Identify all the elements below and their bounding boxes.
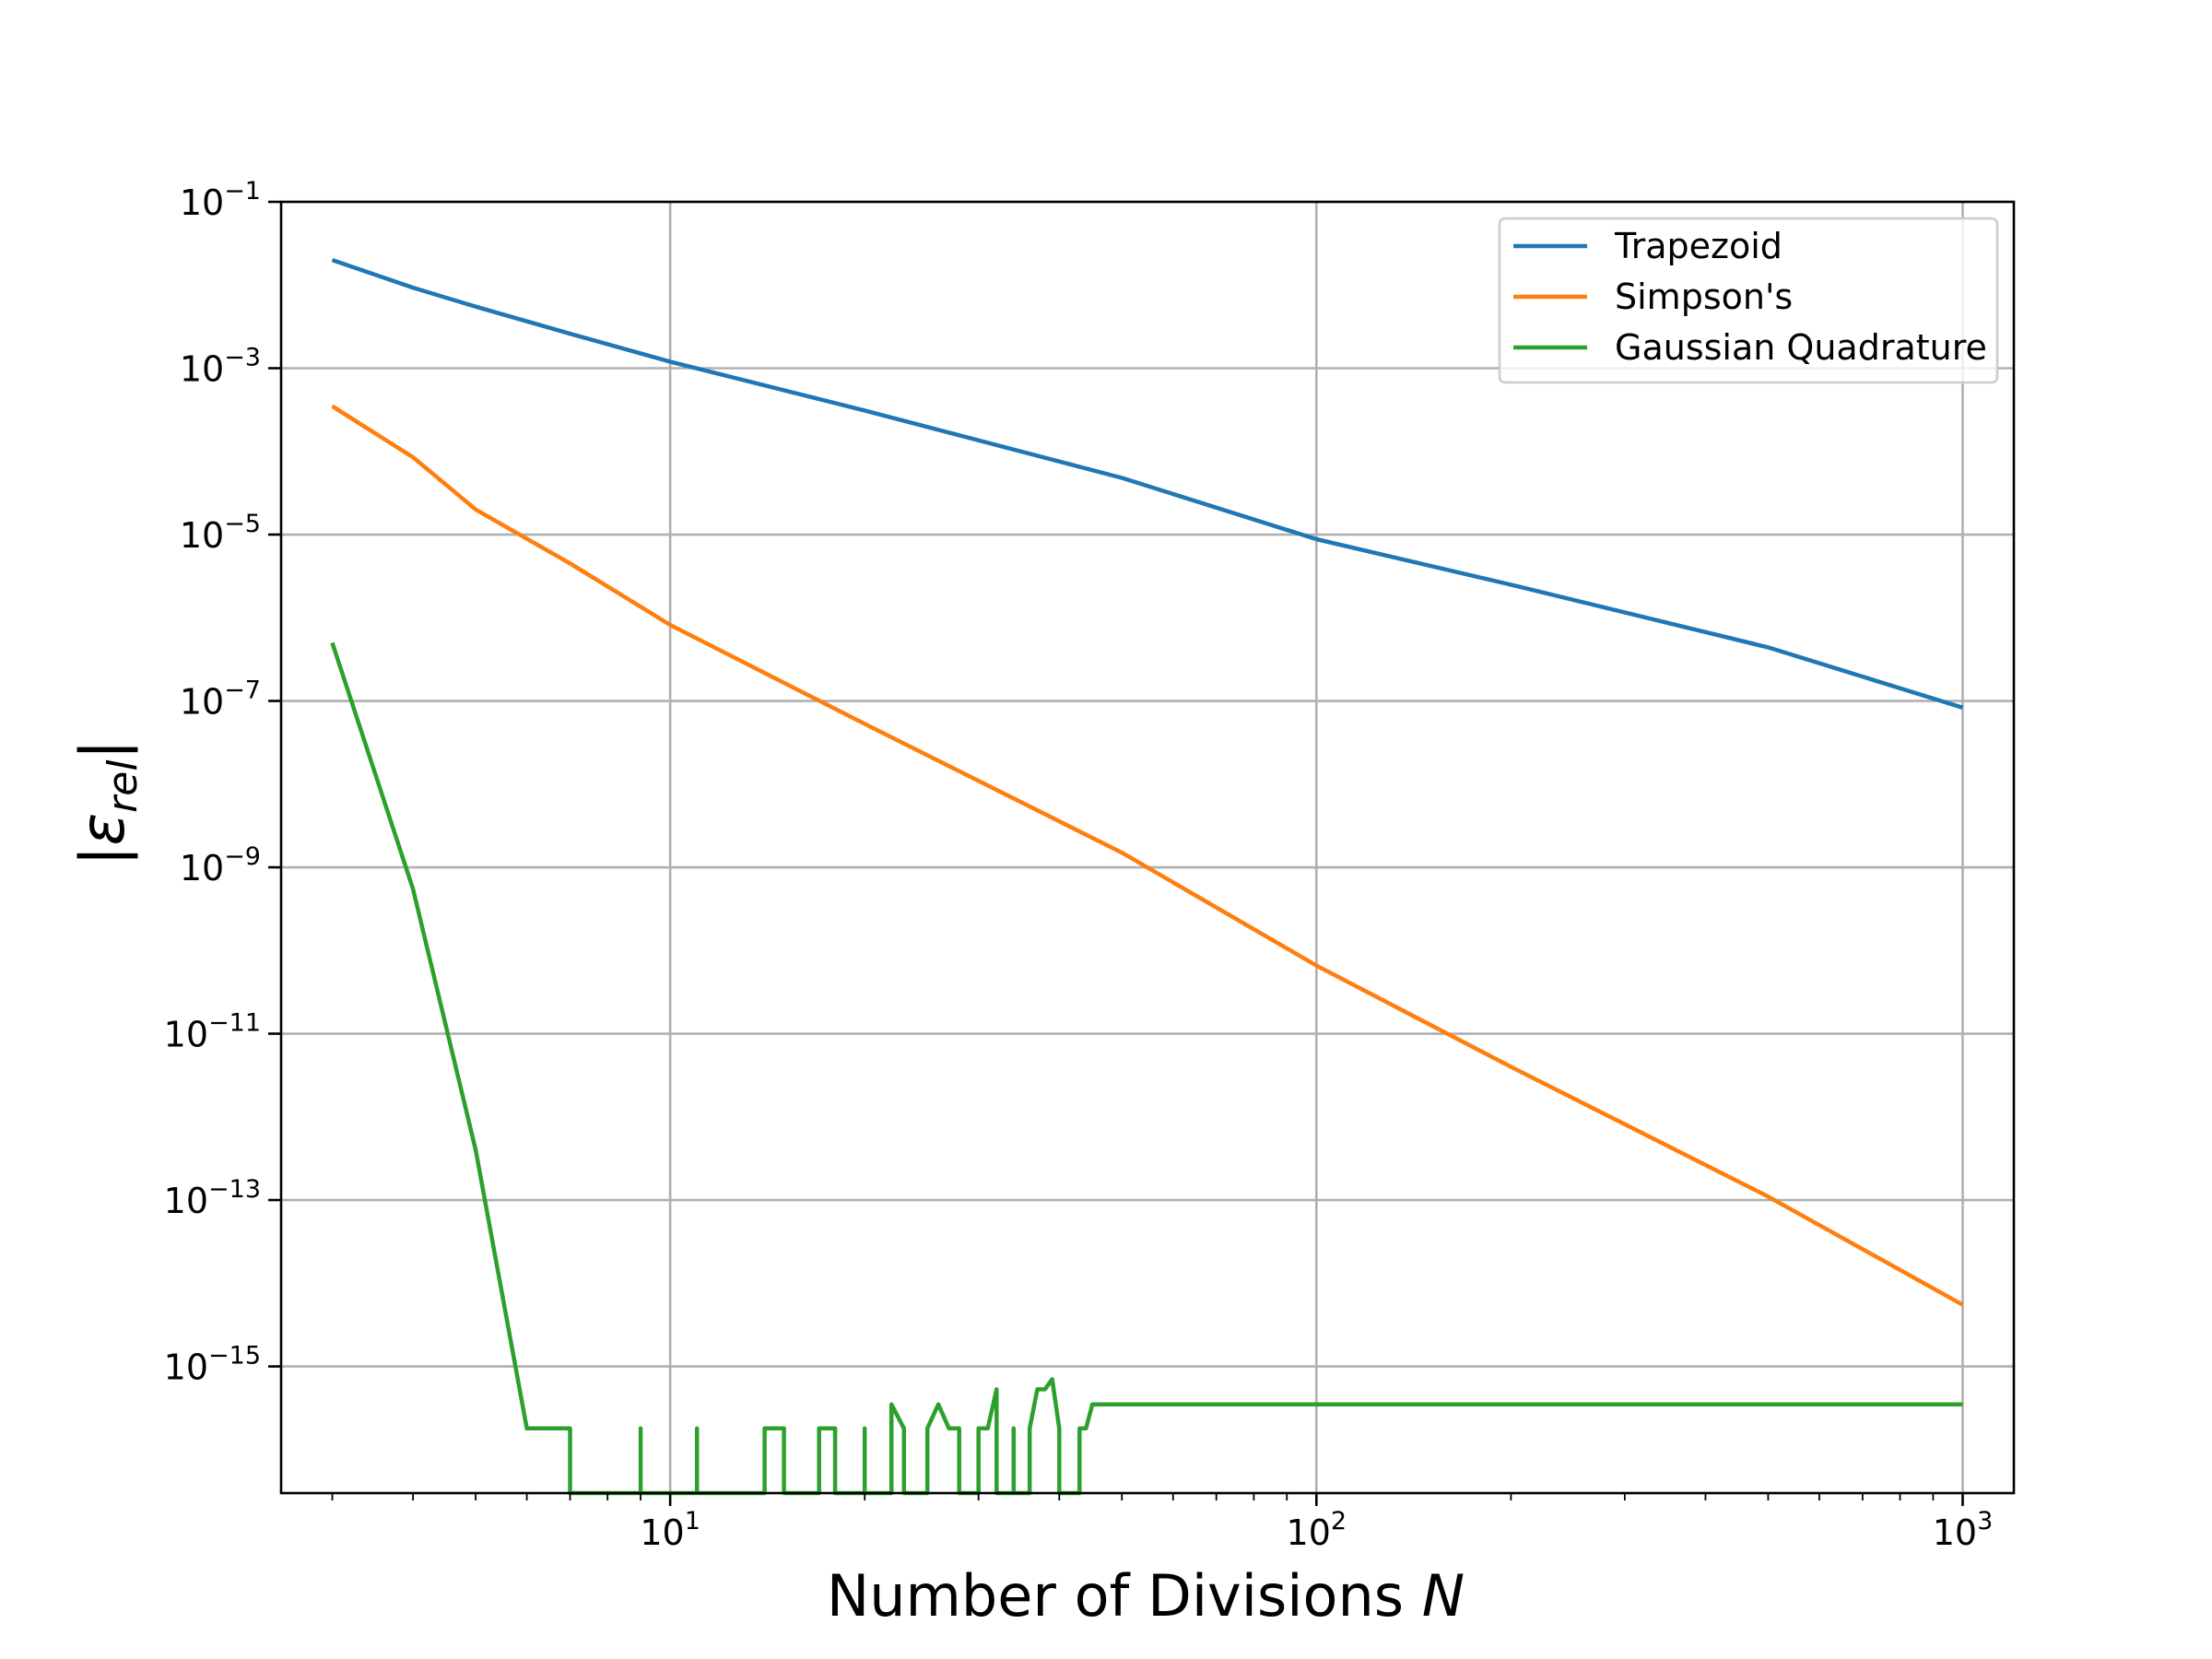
x-axis-ticks: 101 102 103 — [331, 1493, 1994, 1553]
series-line-simpson-s — [331, 404, 1964, 1307]
x-axis-label: Number of Divisions N — [827, 1562, 1465, 1630]
y-tick-label: 10−9 — [180, 842, 261, 888]
series-line-trapezoid — [331, 257, 1964, 710]
y-tick-label: 10−1 — [180, 177, 261, 223]
y-tick-label: 10−15 — [164, 1342, 261, 1388]
legend-label-trapezoid: Trapezoid — [1614, 226, 1783, 266]
x-tick-label: 102 — [1287, 1507, 1347, 1553]
legend: Trapezoid Simpson's Gaussian Quadrature — [1498, 217, 1999, 384]
y-axis-label: |εrel| — [67, 739, 147, 866]
y-tick-label: 10−3 — [180, 344, 261, 390]
y-tick-label: 10−7 — [180, 677, 261, 723]
legend-label-simpson-s: Simpson's — [1615, 276, 1793, 317]
plot-frame — [279, 200, 2016, 1495]
x-tick-label: 101 — [640, 1507, 700, 1553]
y-tick-label: 10−13 — [164, 1175, 261, 1221]
y-tick-label: 10−11 — [164, 1009, 261, 1055]
grid-lines — [281, 200, 2014, 1493]
y-tick-label: 10−5 — [180, 510, 261, 556]
legend-label-gaussian-quadrature: Gaussian Quadrature — [1615, 327, 1987, 368]
x-tick-label: 103 — [1933, 1507, 1994, 1553]
y-axis-ticks: 10−1 10−3 10−5 10−7 10−9 10−11 10−13 10−15 — [164, 177, 281, 1388]
legend-box — [1498, 217, 1999, 384]
